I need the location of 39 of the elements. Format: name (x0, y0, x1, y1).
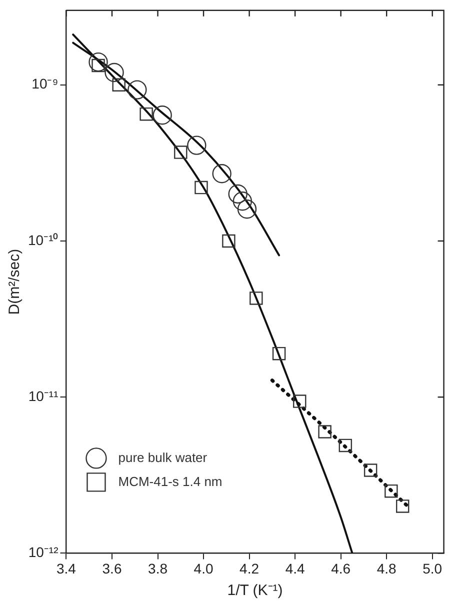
point (88, 52, 108, 72)
point (272, 346, 286, 360)
x-tick-label: 3.4 (56, 560, 76, 576)
x-tick-label: 3.6 (102, 560, 122, 576)
point (237, 200, 257, 219)
point (128, 80, 147, 100)
x-tick-label: 4.4 (285, 560, 306, 576)
y-tick-label: 10⁻¹² (28, 544, 59, 560)
point (250, 292, 263, 305)
point (212, 164, 232, 184)
y-tick-label: 10⁻⁹ (32, 76, 58, 92)
legend-label: pure bulk water (118, 450, 208, 465)
point (187, 136, 206, 155)
x-tick-label: 4.6 (331, 560, 351, 576)
point (194, 180, 208, 194)
point (152, 106, 172, 125)
point (228, 184, 248, 204)
legend-label: MCM-41-s 1.4 nm (118, 474, 222, 489)
point (104, 62, 124, 82)
x-tick-label: 4.0 (194, 560, 214, 576)
y-tick-label: 10⁻¹⁰ (28, 232, 58, 248)
y-tick-label: 10⁻¹¹ (28, 388, 59, 404)
x-axis-title: 1/T (K⁻¹) (227, 582, 283, 600)
point (318, 425, 332, 438)
point (140, 107, 153, 121)
point (293, 394, 306, 408)
point (338, 438, 352, 452)
y-axis-title: D(m²/sec) (6, 248, 24, 315)
point (222, 234, 236, 248)
point (232, 192, 252, 211)
x-tick-label: 4.8 (376, 560, 397, 576)
point (364, 464, 378, 477)
point (396, 500, 410, 513)
point (384, 484, 398, 498)
point (174, 146, 188, 159)
x-tick-label: 5.0 (422, 560, 442, 576)
x-tick-label: 3.8 (148, 560, 168, 576)
point (112, 78, 126, 92)
x-tick-label: 4.2 (240, 560, 260, 576)
